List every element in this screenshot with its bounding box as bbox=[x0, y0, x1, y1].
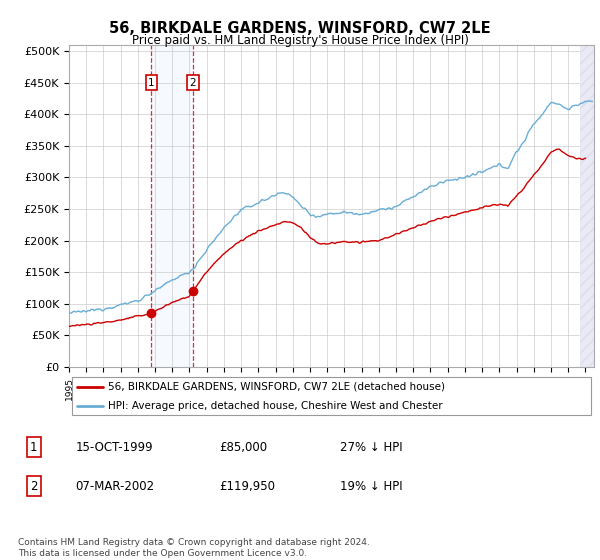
Text: 19% ↓ HPI: 19% ↓ HPI bbox=[340, 480, 403, 493]
Bar bbox=[580, 45, 596, 367]
Text: 1: 1 bbox=[148, 78, 155, 88]
Text: 56, BIRKDALE GARDENS, WINSFORD, CW7 2LE: 56, BIRKDALE GARDENS, WINSFORD, CW7 2LE bbox=[109, 21, 491, 36]
Text: 2: 2 bbox=[189, 78, 196, 88]
Text: 1: 1 bbox=[30, 441, 38, 454]
Text: £119,950: £119,950 bbox=[220, 480, 275, 493]
Text: 56, BIRKDALE GARDENS, WINSFORD, CW7 2LE (detached house): 56, BIRKDALE GARDENS, WINSFORD, CW7 2LE … bbox=[109, 381, 445, 391]
Text: £85,000: £85,000 bbox=[220, 441, 268, 454]
Text: 15-OCT-1999: 15-OCT-1999 bbox=[76, 441, 153, 454]
Text: 27% ↓ HPI: 27% ↓ HPI bbox=[340, 441, 403, 454]
Text: 2: 2 bbox=[30, 480, 38, 493]
FancyBboxPatch shape bbox=[71, 377, 592, 415]
Text: Price paid vs. HM Land Registry's House Price Index (HPI): Price paid vs. HM Land Registry's House … bbox=[131, 34, 469, 46]
Text: Contains HM Land Registry data © Crown copyright and database right 2024.
This d: Contains HM Land Registry data © Crown c… bbox=[18, 538, 370, 558]
Bar bbox=[151, 45, 193, 367]
Bar bbox=[580, 45, 596, 367]
Text: 07-MAR-2002: 07-MAR-2002 bbox=[76, 480, 154, 493]
Text: HPI: Average price, detached house, Cheshire West and Chester: HPI: Average price, detached house, Ches… bbox=[109, 401, 443, 411]
